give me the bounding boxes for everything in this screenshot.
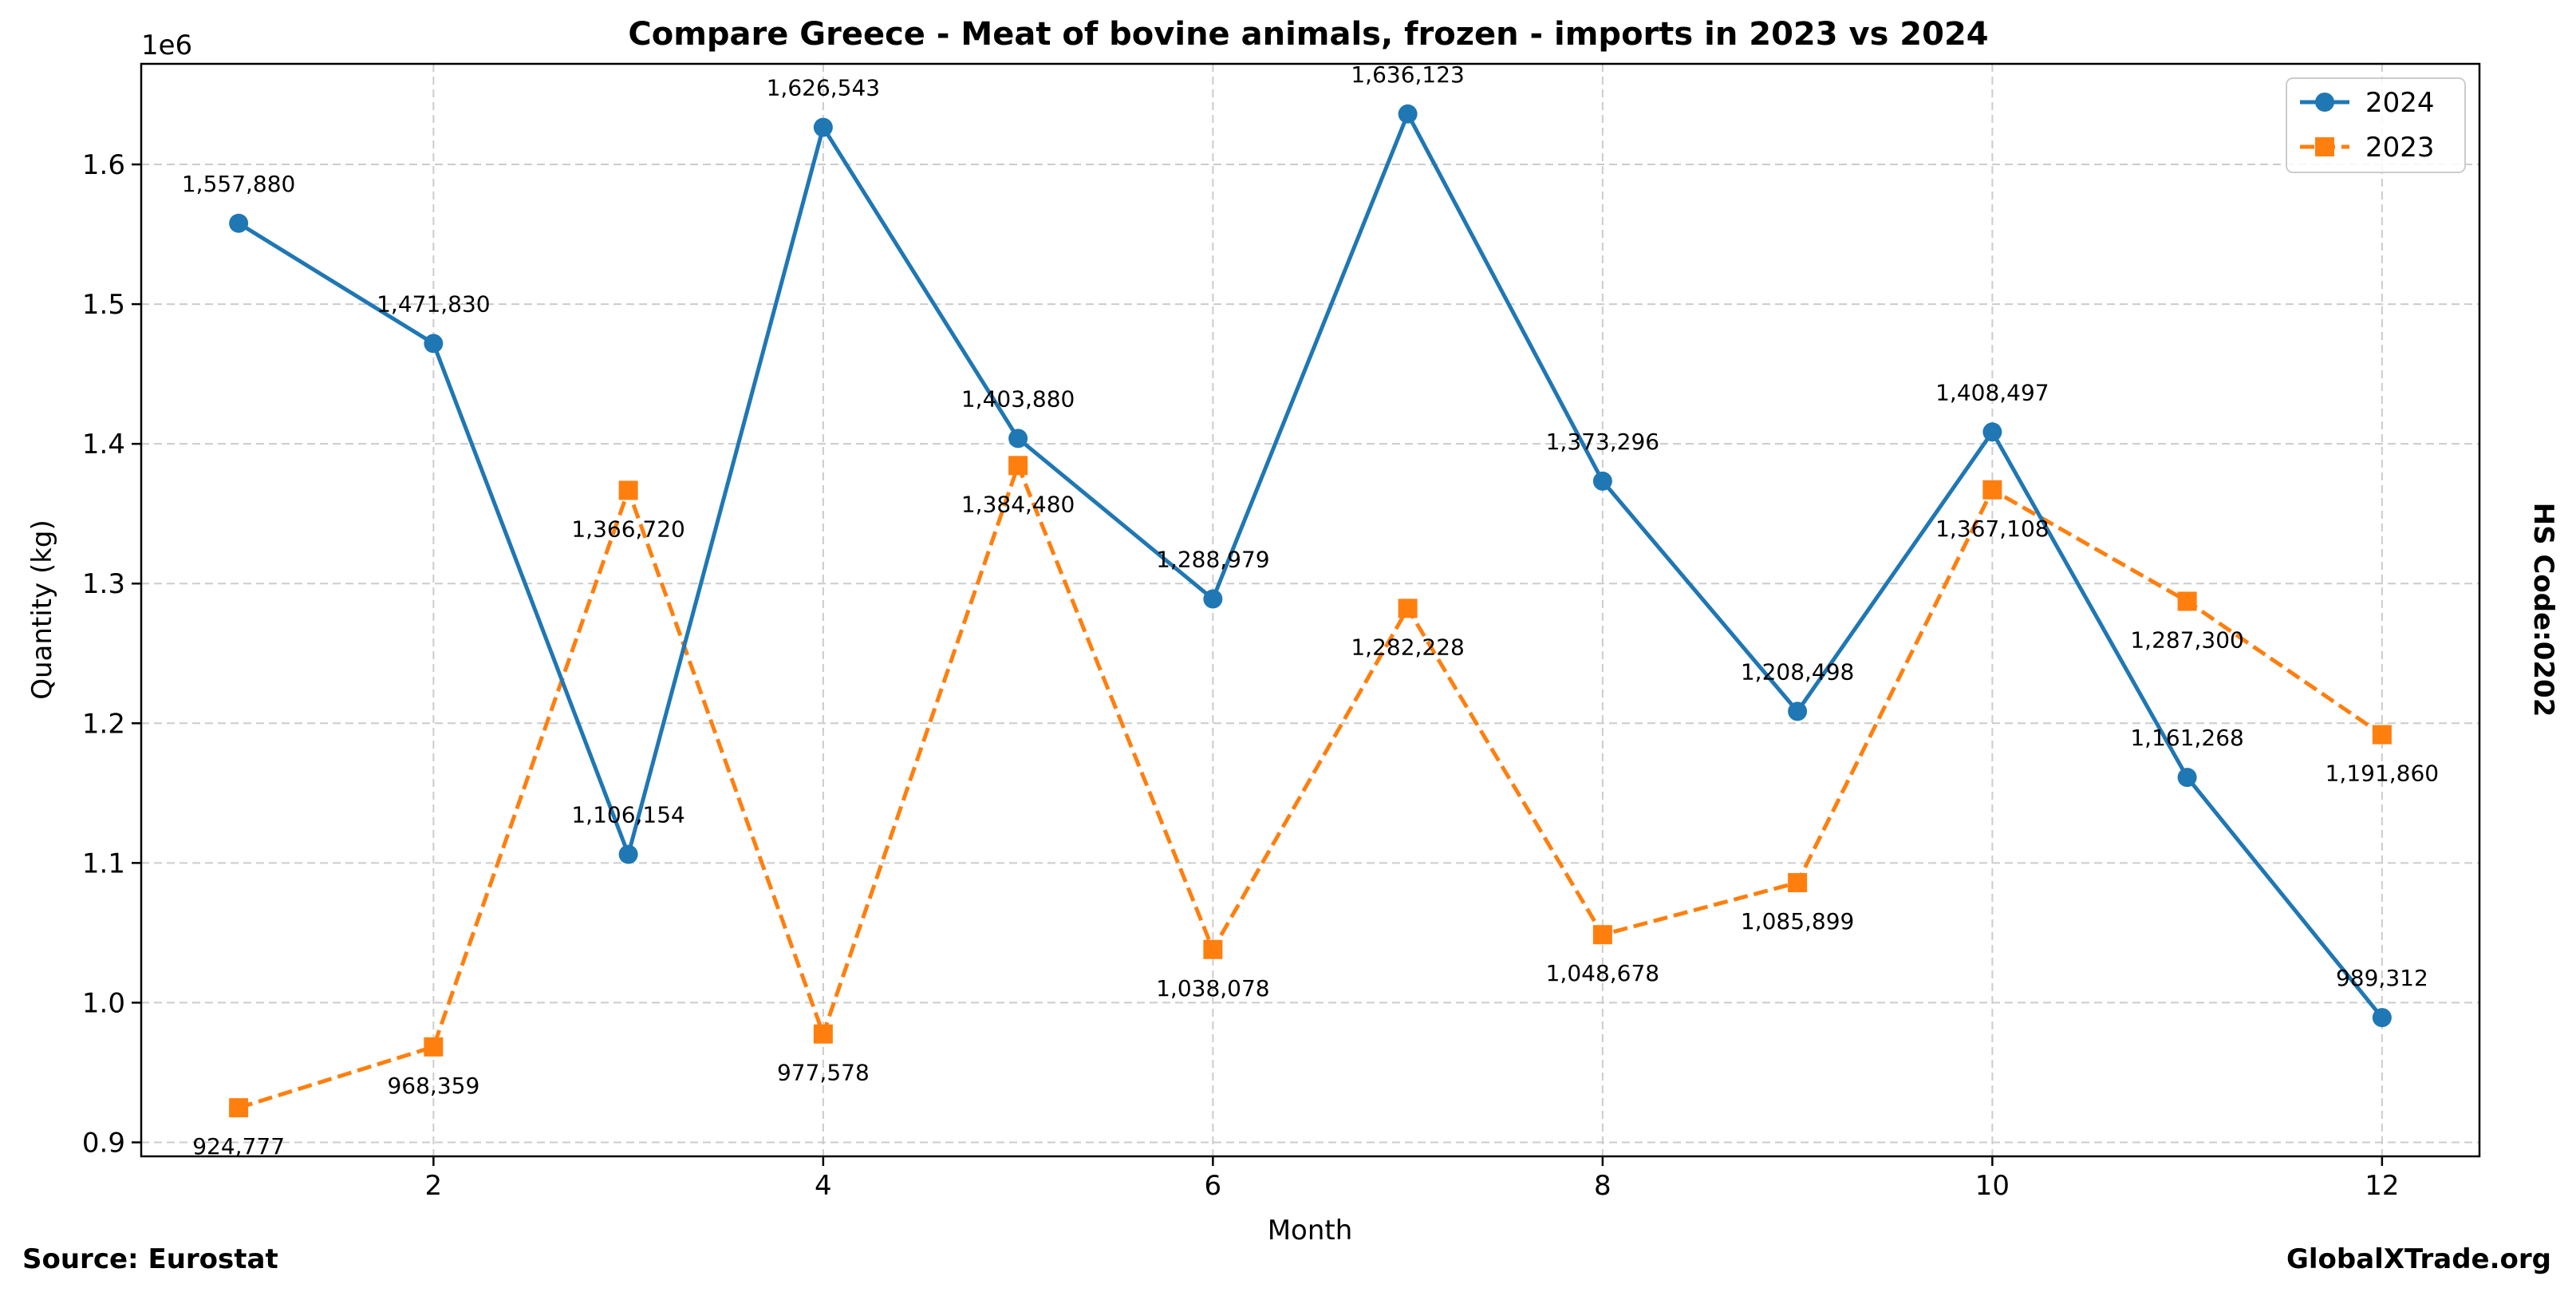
data-point-2024 — [1982, 422, 2002, 442]
data-point-2024 — [2372, 1008, 2392, 1028]
data-point-2024 — [1398, 104, 1418, 124]
data-labels: 924,777 968,359 1,366,720 977,578 1,384,480 1… — [182, 61, 2439, 1160]
data-point-2024 — [813, 117, 833, 137]
data-point-2024 — [1788, 701, 1808, 721]
data-label-2024: 1,626,543 — [767, 75, 881, 101]
y-tick-label: 0.9 — [82, 1127, 125, 1159]
data-point-2023 — [618, 480, 638, 500]
data-point-2023 — [2372, 725, 2392, 745]
y-offset-label: 1e6 — [141, 30, 192, 61]
data-point-2023 — [1982, 480, 2002, 500]
hs-code-label: HS Code:0202 — [2527, 503, 2559, 717]
y-tick-label: 1.2 — [82, 708, 125, 740]
data-point-2024 — [1008, 429, 1028, 448]
data-label-2023: 1,282,228 — [1351, 634, 1465, 660]
data-label-2023: 1,384,480 — [961, 491, 1075, 517]
data-point-2024 — [424, 334, 444, 354]
data-label-2024: 1,408,497 — [1935, 379, 2049, 405]
x-tick-label: 6 — [1205, 1170, 1222, 1202]
series — [229, 104, 2392, 1118]
legend-marker-2024 — [2315, 93, 2334, 112]
y-tick-label: 1.5 — [82, 289, 125, 321]
source-label: Source: Eurostat — [22, 1243, 278, 1275]
plot-frame — [140, 62, 2481, 1158]
data-point-2024 — [2177, 768, 2197, 788]
x-tick-label: 10 — [1975, 1170, 2010, 1202]
data-point-2023 — [1008, 456, 1028, 476]
data-point-2023 — [1592, 925, 1612, 945]
data-label-2024: 1,636,123 — [1351, 61, 1465, 88]
data-label-2023: 977,578 — [777, 1060, 870, 1086]
brand-label: GlobalXTrade.org — [2286, 1243, 2551, 1275]
data-label-2023: 924,777 — [192, 1133, 285, 1160]
data-point-2023 — [2177, 591, 2197, 611]
data-label-2023: 1,287,300 — [2130, 626, 2244, 653]
series-line-2023 — [238, 463, 2384, 1110]
axes: 2 4 6 8 10 12 0.9 1.0 1.1 1.2 1.3 1.4 1.5 1.6 — [82, 149, 2400, 1202]
grid — [141, 64, 2479, 1156]
legend-marker-2023 — [2315, 137, 2334, 156]
data-label-2023: 1,048,678 — [1546, 960, 1660, 986]
legend-label-2023: 2023 — [2365, 132, 2435, 164]
data-point-2023 — [1788, 873, 1808, 893]
data-point-2024 — [618, 844, 638, 864]
data-point-2023 — [813, 1024, 833, 1044]
data-label-2024: 1,373,296 — [1546, 429, 1660, 455]
data-label-2024: 1,161,268 — [2130, 725, 2244, 751]
chart-title: Compare Greece - Meat of bovine animals,… — [628, 16, 1988, 53]
data-label-2024: 1,557,880 — [182, 171, 296, 197]
data-point-2023 — [229, 1098, 249, 1118]
data-label-2023: 1,085,899 — [1741, 908, 1855, 934]
y-tick-label: 1.6 — [82, 149, 125, 181]
legend: 2024 2023 — [2286, 77, 2466, 173]
x-axis-label: Month — [1268, 1215, 1353, 1247]
data-point-2023 — [1203, 939, 1223, 959]
y-tick-label: 1.4 — [82, 429, 125, 460]
data-point-2024 — [229, 213, 249, 233]
data-label-2024: 1,471,830 — [377, 290, 491, 317]
data-label-2024: 1,106,154 — [571, 802, 685, 828]
data-label-2024: 1,288,979 — [1156, 547, 1270, 573]
y-tick-label: 1.0 — [82, 987, 125, 1019]
data-label-2023: 1,366,720 — [571, 516, 685, 542]
legend-label-2024: 2024 — [2365, 87, 2435, 119]
data-label-2023: 1,038,078 — [1156, 975, 1270, 1002]
x-tick-label: 8 — [1594, 1170, 1611, 1202]
data-label-2024: 1,208,498 — [1741, 658, 1855, 685]
data-point-2024 — [1592, 471, 1612, 491]
series-line-2024 — [237, 112, 2384, 1019]
x-tick-label: 12 — [2365, 1170, 2399, 1202]
y-axis-label: Quantity (kg) — [26, 520, 58, 700]
data-label-2023: 1,191,860 — [2326, 761, 2440, 787]
data-point-2023 — [424, 1037, 444, 1057]
x-tick-label: 4 — [815, 1170, 832, 1202]
data-label-2024: 989,312 — [2336, 965, 2428, 991]
data-label-2023: 968,359 — [387, 1073, 479, 1099]
y-tick-label: 1.3 — [82, 568, 125, 600]
y-tick-label: 1.1 — [82, 848, 125, 879]
data-point-2023 — [1398, 599, 1418, 618]
x-tick-label: 2 — [425, 1170, 443, 1202]
data-label-2024: 1,403,880 — [961, 385, 1075, 412]
data-label-2023: 1,367,108 — [1935, 516, 2049, 542]
data-point-2024 — [1203, 589, 1223, 609]
